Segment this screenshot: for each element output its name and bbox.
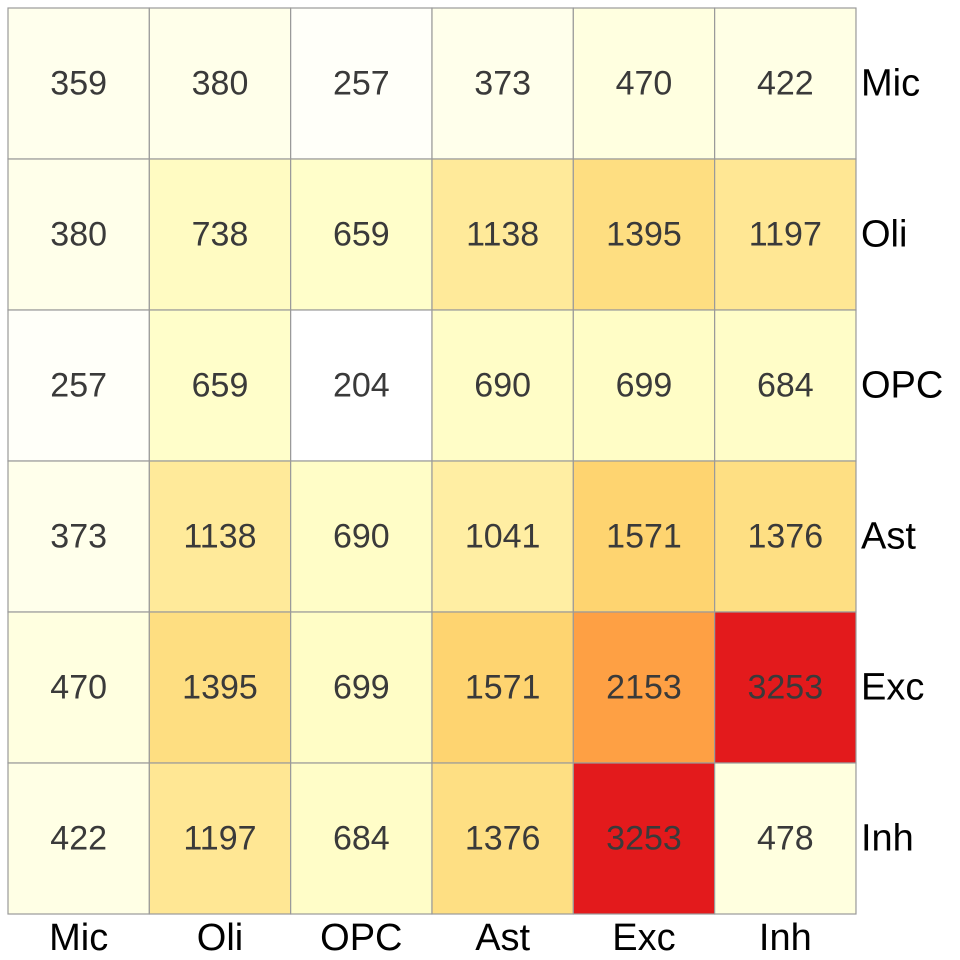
heatmap-cell [572,611,716,764]
row-label: Oli [861,214,907,256]
heatmap-cell-value: 470 [616,65,673,103]
heatmap-cell-value: 1138 [466,216,539,254]
heatmap-cell-value: 1571 [606,518,682,556]
heatmap-cell [714,158,857,311]
column-label: Inh [759,917,812,959]
heatmap-cell [714,309,857,462]
heatmap-cell [290,460,433,613]
heatmap-cell [431,309,574,462]
heatmap-cell [148,309,292,462]
heatmap-cell [431,158,574,311]
heatmap-cell-value: 684 [757,367,814,405]
heatmap-cell-value: 1138 [183,518,256,556]
heatmap-cell-value: 257 [50,367,107,405]
heatmap-cell [572,762,716,915]
row-label: Mic [861,63,920,105]
heatmap-cell-value: 699 [333,669,390,707]
heatmap-cell-value: 2153 [606,669,682,707]
column-label: Mic [49,917,108,959]
heatmap-cell-value: 1395 [182,669,258,707]
heatmap-cell [148,158,292,311]
heatmap-cell-value: 3253 [747,669,823,707]
heatmap-cell-value: 422 [50,820,107,858]
heatmap-cell-value: 1197 [749,216,822,254]
heatmap-cell-values: 359 380 257 373 470 422 380 738 659 1138 1395 1197 2… [50,65,823,858]
heatmap-cell-value: 3253 [606,820,682,858]
column-labels: Mic Oli OPC Ast Exc Inh [49,917,812,959]
column-label: OPC [320,917,402,959]
heatmap-cell-value: 1041 [465,518,541,556]
heatmap-cell-value: 1571 [465,669,541,707]
heatmap-cell [714,460,857,613]
column-label: Oli [197,917,243,959]
heatmap-cell [714,611,857,764]
heatmap-cell-value: 1197 [183,820,256,858]
heatmap-cell-value: 690 [474,367,531,405]
row-labels: Mic Oli OPC Ast Exc Inh [861,63,943,860]
heatmap-cell [148,460,292,613]
column-label: Exc [612,917,675,959]
heatmap-cell [572,309,716,462]
heatmap-cell-value: 659 [192,367,249,405]
heatmap-cell [290,611,433,764]
heatmap-cell-value: 699 [616,367,673,405]
heatmap-cell-value: 684 [333,820,390,858]
heatmap-cell-value: 380 [50,216,107,254]
heatmap-cell-value: 422 [757,65,814,103]
heatmap-cells [7,7,857,915]
heatmap-cell [7,7,150,160]
row-label: Inh [861,818,914,860]
heatmap-cell [290,7,433,160]
heatmap-cell-value: 373 [50,518,107,556]
heatmap-cell [572,460,716,613]
row-label: OPC [861,365,943,407]
heatmap-cell [431,460,574,613]
heatmap-cell-value: 1376 [465,820,541,858]
heatmap-cell [431,611,574,764]
heatmap-cell [7,460,150,613]
heatmap-cell-value: 380 [192,65,249,103]
heatmap-cell-value: 690 [333,518,390,556]
heatmap-cell-value: 659 [333,216,390,254]
heatmap-cell [431,7,574,160]
heatmap-cell-value: 738 [192,216,249,254]
heatmap-cell [148,7,292,160]
heatmap-cell-value: 478 [757,820,814,858]
heatmap-cell-value: 470 [50,669,107,707]
heatmap-cell-value: 359 [50,65,107,103]
heatmap-cell [7,309,150,462]
heatmap-cell-value: 204 [333,367,390,405]
heatmap-cell [714,7,857,160]
heatmap-cell-value: 1376 [747,518,823,556]
heatmap-cell-value: 257 [333,65,390,103]
heatmap-cell [7,762,150,915]
row-label: Exc [861,667,924,709]
heatmap-cell-value: 1395 [606,216,682,254]
column-label: Ast [475,917,530,959]
heatmap-cell [714,762,857,915]
heatmap-cell [572,7,716,160]
heatmap-cell [290,309,433,462]
heatmap-cell-value: 373 [474,65,531,103]
row-label: Ast [861,516,916,558]
heatmap-cell [7,611,150,764]
heatmap-cell [431,762,574,915]
